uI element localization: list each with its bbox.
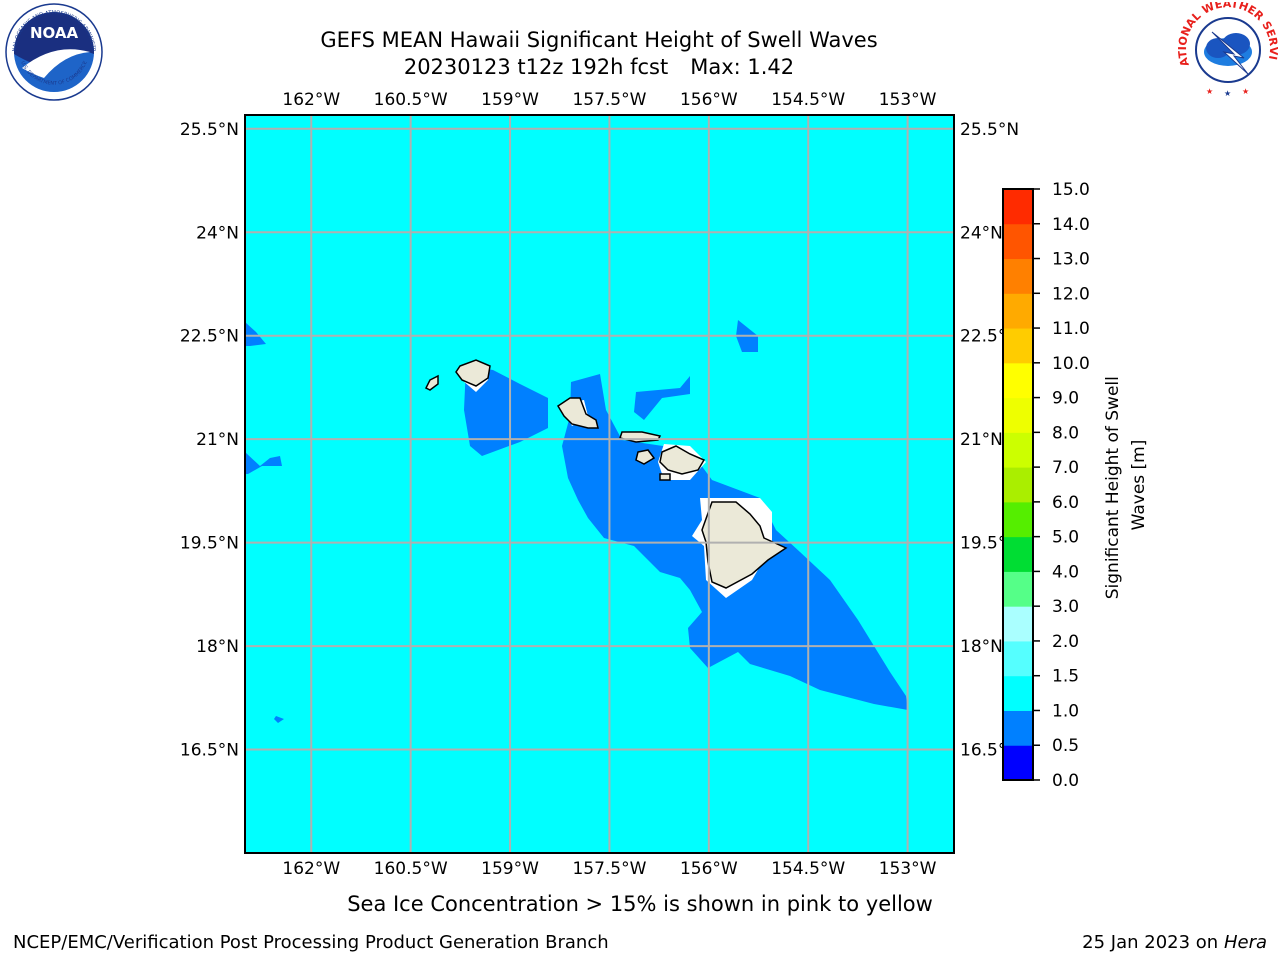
latitude-label: 21°N: [196, 430, 239, 450]
longitude-label: 154.5°W: [771, 90, 845, 110]
colorbar-band: [1003, 258, 1033, 294]
colorbar-tick-label: 4.0: [1052, 562, 1079, 582]
island-hawaii: [701, 501, 788, 589]
colorbar-tick-label: 10.0: [1052, 354, 1090, 374]
colorbar-tick-label: 15.0: [1052, 180, 1090, 200]
colorbar-band: [1003, 536, 1033, 572]
colorbar-tick-label: 0.5: [1052, 736, 1079, 756]
star-icon: ★: [1206, 87, 1213, 96]
colorbar-band: [1003, 640, 1033, 677]
latitude-label: 19.5°N: [180, 534, 239, 554]
latitude-label: 22.5°N: [180, 327, 239, 347]
colorbar-tick-label: 1.5: [1052, 667, 1079, 687]
sea-ice-footnote: Sea Ice Concentration > 15% is shown in …: [347, 892, 933, 916]
longitude-label: 159°W: [481, 859, 539, 879]
colorbar-tick-label: 12.0: [1052, 284, 1090, 304]
colorbar: 0.0 0.5 1.0 1.5 2.0 3.0 4.0 5.0 6.0 7.0 8.0 9.0 10.0…: [1002, 180, 1149, 791]
colorbar-tick-label: 6.0: [1052, 493, 1079, 513]
footer-date-text: 25 Jan 2023 on: [1082, 932, 1219, 953]
colorbar-tick-label: 14.0: [1052, 215, 1090, 235]
latitude-label: 24°N: [196, 223, 239, 243]
longitude-label: 160.5°W: [374, 859, 448, 879]
graticule: [245, 115, 954, 853]
colorbar-tick-label: 9.0: [1052, 389, 1079, 409]
swell-region-main: [464, 366, 548, 456]
longitude-label: 157.5°W: [572, 90, 646, 110]
colorbar-band: [1003, 467, 1033, 503]
footer-branch-credit: NCEP/EMC/Verification Post Processing Pr…: [13, 932, 609, 953]
star-icon: ★: [1242, 87, 1249, 96]
latitude-label: 24°N: [960, 223, 1003, 243]
longitude-label: 154.5°W: [771, 859, 845, 879]
colorbar-tick-label: 7.0: [1052, 458, 1079, 478]
footer-date: 25 Jan 2023 on Hera: [1082, 931, 1267, 955]
latitude-label: 18°N: [196, 637, 239, 657]
noaa-logo-text: NOAA: [30, 24, 79, 42]
longitude-label: 162°W: [282, 90, 340, 110]
colorbar-band: [1003, 571, 1033, 607]
colorbar-band: [1003, 397, 1033, 433]
swell-region-northeast: [634, 376, 690, 420]
colorbar-band: [1003, 675, 1033, 711]
colorbar-tick-label: 3.0: [1052, 597, 1079, 617]
longitude-label: 157.5°W: [572, 859, 646, 879]
colorbar-label: Significant Height of Swell Waves [m]: [1103, 371, 1149, 600]
forecast-run-label: 20230123 t12z 192h fcst: [403, 55, 669, 79]
latitude-label: 25.5°N: [960, 120, 1019, 140]
longitude-label: 156°W: [680, 859, 738, 879]
latitude-label: 16.5°N: [180, 741, 239, 761]
swell-region-west-edge-south: [245, 452, 282, 474]
colorbar-band: [1003, 501, 1033, 538]
island-niihau: [424, 374, 439, 391]
longitude-label: 160.5°W: [374, 90, 448, 110]
latitude-labels-left: 25.5°N 24°N 22.5°N 21°N 19.5°N 18°N 16.5°N: [180, 120, 239, 761]
map-title: GEFS MEAN Hawaii Significant Height of S…: [320, 28, 878, 52]
map-frame: [244, 114, 955, 854]
colorbar-band: [1003, 223, 1033, 260]
colorbar-band: [1003, 745, 1033, 781]
nws-logo: NATIONAL WEATHER SERVICE ★ ★ ★: [1178, 2, 1278, 98]
colorbar-band: [1003, 293, 1033, 329]
hawaiian-islands: [424, 359, 788, 598]
colorbar-tick-label: 5.0: [1052, 528, 1079, 548]
colorbar-tick-label: 2.0: [1052, 632, 1079, 652]
longitude-label: 162°W: [282, 859, 340, 879]
colorbar-band: [1003, 328, 1033, 364]
colorbar-tick-label: 8.0: [1052, 423, 1079, 443]
colorbar-frame: [1002, 188, 1034, 781]
latitude-label: 25.5°N: [180, 120, 239, 140]
island-maui: [659, 445, 706, 475]
island-kahoolawe: [659, 473, 671, 481]
swell-region-west-edge: [245, 322, 266, 346]
colorbar-tick-label: 11.0: [1052, 319, 1090, 339]
island-lanai: [635, 449, 656, 465]
island-kauai: [455, 359, 491, 387]
max-value-label: Max: 1.42: [690, 55, 795, 79]
colorbar-band: [1003, 606, 1033, 642]
longitude-labels-bottom: 162°W 160.5°W 159°W 157.5°W 156°W 154.5°W 153°…: [282, 859, 936, 879]
star-icon: ★: [1224, 89, 1231, 98]
longitude-label: 156°W: [680, 90, 738, 110]
swell-region-speck: [274, 716, 284, 723]
island-oahu: [556, 397, 599, 429]
longitude-label: 153°W: [879, 90, 937, 110]
longitude-label: 159°W: [481, 90, 539, 110]
colorbar-tick-label: 0.0: [1052, 771, 1079, 791]
colorbar-band: [1003, 362, 1033, 399]
noaa-logo: NOAA NATIONAL OCEANIC AND ATMOSPHERIC AD…: [4, 2, 103, 101]
colorbar-band: [1003, 189, 1033, 225]
colorbar-band: [1003, 432, 1033, 468]
map-plot-area: [245, 115, 954, 853]
latitude-label: 18°N: [960, 637, 1003, 657]
colorbar-band: [1003, 710, 1033, 746]
footer-host: Hera: [1223, 932, 1267, 953]
latitude-label: 21°N: [960, 430, 1003, 450]
map-subtitle: 20230123 t12z 192h fcst Max: 1.42: [249, 54, 949, 80]
longitude-labels-top: 162°W 160.5°W 159°W 157.5°W 156°W 154.5°W 153°…: [282, 90, 936, 110]
longitude-label: 153°W: [879, 859, 937, 879]
colorbar-tick-label: 1.0: [1052, 701, 1079, 721]
colorbar-tick-label: 13.0: [1052, 250, 1090, 270]
